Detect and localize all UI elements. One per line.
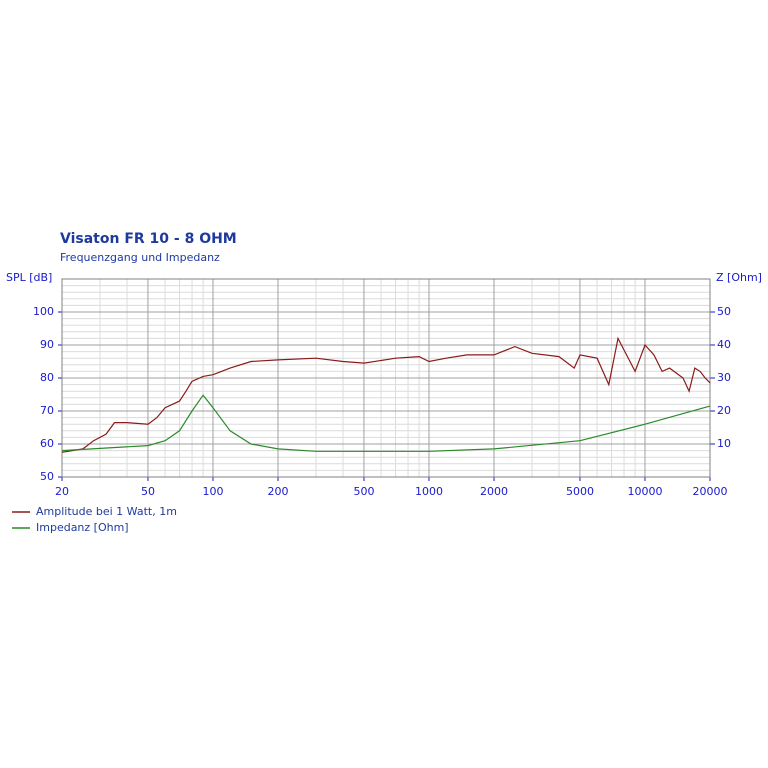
x-tick-label: 2000 [480, 485, 508, 498]
series-line [61, 336, 711, 453]
chart-subtitle: Frequenzgang und Impedanz [60, 251, 220, 264]
x-tick-label: 200 [268, 485, 289, 498]
x-tick-label: 1000 [415, 485, 443, 498]
plot-frame [61, 278, 711, 478]
x-tick-label: 500 [353, 485, 374, 498]
chart-title: Visaton FR 10 - 8 OHM [60, 231, 237, 247]
y-axis-label: SPL [dB] [6, 271, 52, 284]
y-tick-label: 60 [40, 437, 54, 450]
y2-tick-label: 20 [717, 404, 731, 417]
y-tick-label: 70 [40, 404, 54, 417]
x-tick-label: 20000 [693, 485, 728, 498]
y2-tick-label: 30 [717, 371, 731, 384]
x-tick-label: 20 [55, 485, 69, 498]
y2-tick-label: 40 [717, 338, 731, 351]
x-tick-label: 10000 [627, 485, 662, 498]
x-tick-label: 100 [202, 485, 223, 498]
legend-label: Amplitude bei 1 Watt, 1m [36, 505, 177, 518]
y-tick-label: 50 [40, 470, 54, 483]
y2-tick-label: 50 [717, 305, 731, 318]
series-line [61, 394, 711, 452]
y2-axis-label: Z [Ohm] [716, 271, 762, 284]
y-tick-label: 80 [40, 371, 54, 384]
y2-tick-label: 10 [717, 437, 731, 450]
x-tick-label: 50 [141, 485, 155, 498]
legend-label: Impedanz [Ohm] [36, 521, 129, 534]
y-tick-label: 90 [40, 338, 54, 351]
y-tick-label: 100 [33, 305, 54, 318]
x-tick-label: 5000 [566, 485, 594, 498]
